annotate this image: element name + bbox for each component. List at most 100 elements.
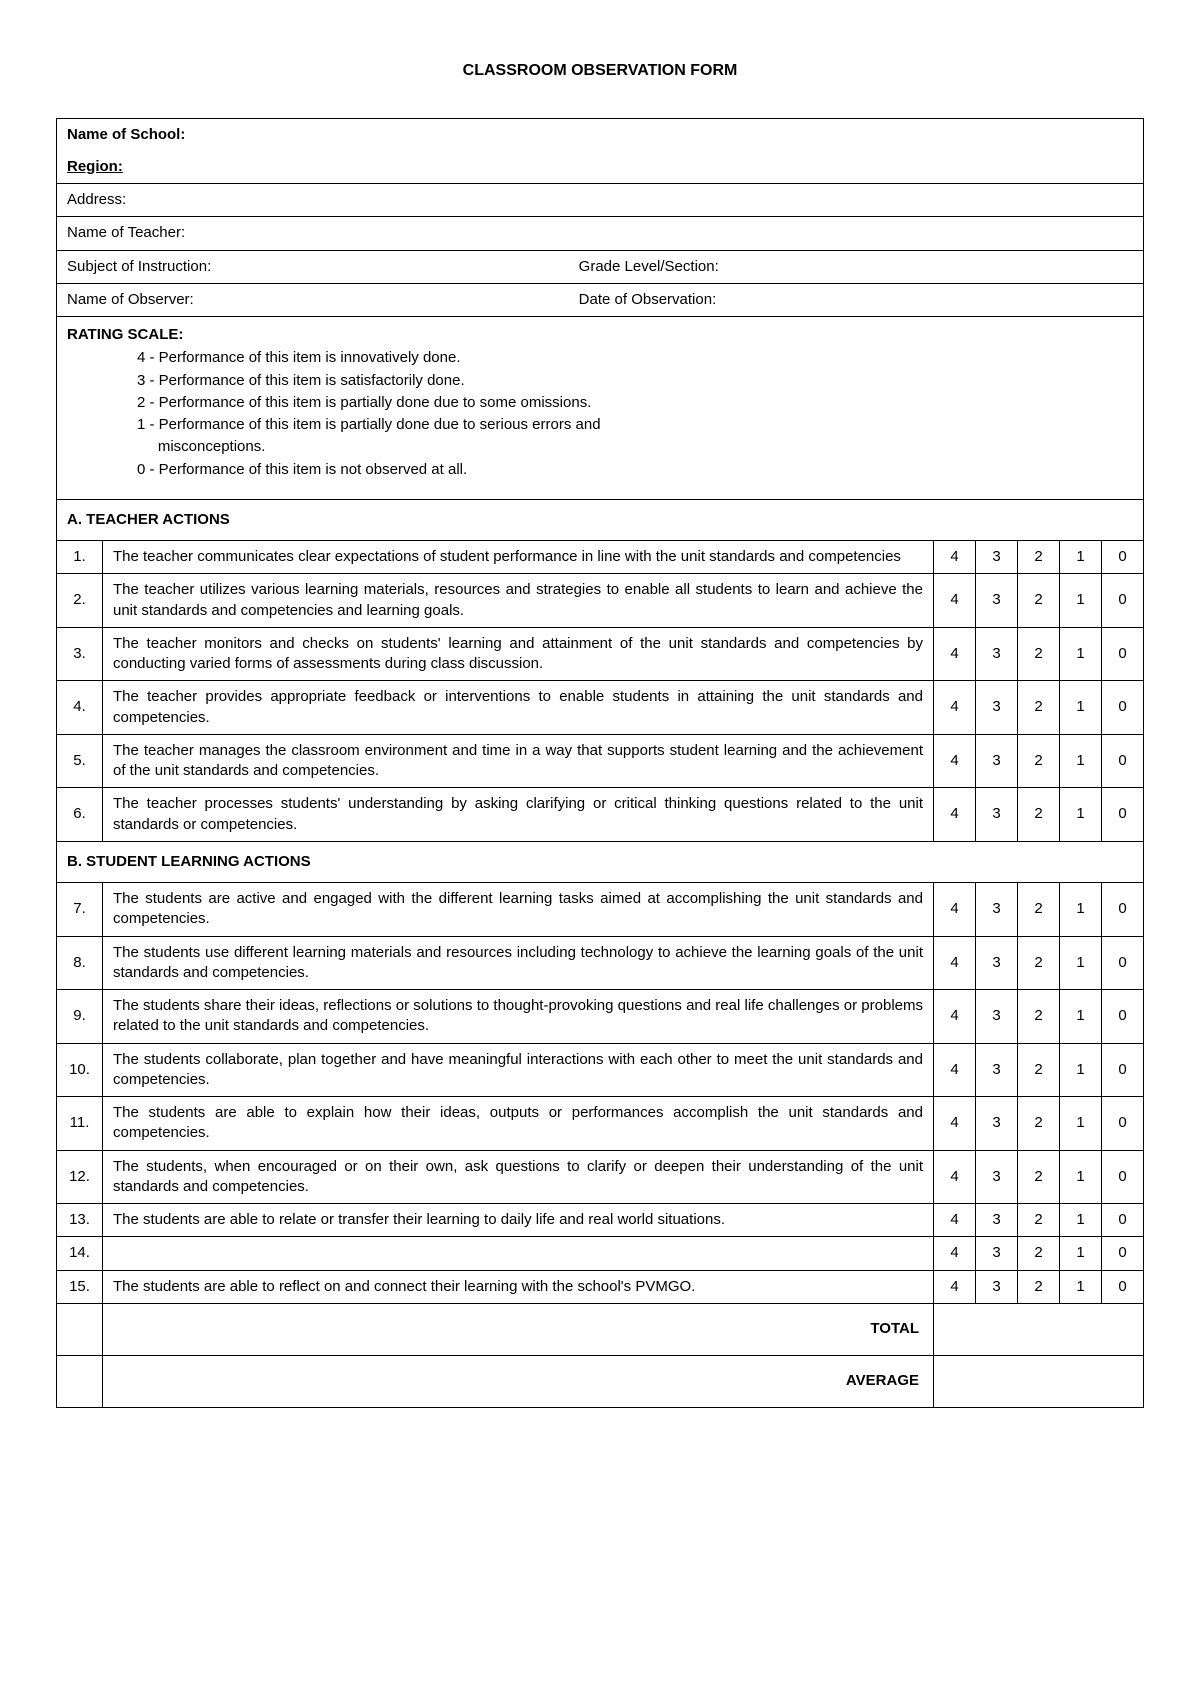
rating-cell[interactable]: 2 bbox=[1018, 734, 1060, 788]
rating-scale-block: RATING SCALE: 4 - Performance of this it… bbox=[57, 317, 1144, 500]
rating-cell[interactable]: 4 bbox=[934, 788, 976, 842]
rating-cell[interactable]: 4 bbox=[934, 541, 976, 574]
rating-scale-item: 4 - Performance of this item is innovati… bbox=[137, 347, 1133, 369]
rating-cell[interactable]: 1 bbox=[1060, 1150, 1102, 1204]
rating-cell[interactable]: 1 bbox=[1060, 1043, 1102, 1097]
rating-cell[interactable]: 4 bbox=[934, 627, 976, 681]
rating-cell[interactable]: 4 bbox=[934, 883, 976, 937]
rating-cell[interactable]: 1 bbox=[1060, 627, 1102, 681]
rating-cell[interactable]: 3 bbox=[976, 1270, 1018, 1303]
item-number: 12. bbox=[57, 1150, 103, 1204]
rating-cell[interactable]: 2 bbox=[1018, 1043, 1060, 1097]
observer-label: Name of Observer: bbox=[67, 290, 579, 310]
item-description: The students are active and engaged with… bbox=[103, 883, 934, 937]
rating-cell[interactable]: 4 bbox=[934, 990, 976, 1044]
rating-cell[interactable]: 1 bbox=[1060, 1270, 1102, 1303]
rating-cell[interactable]: 4 bbox=[934, 681, 976, 735]
rating-cell[interactable]: 3 bbox=[976, 681, 1018, 735]
rating-cell[interactable]: 4 bbox=[934, 1270, 976, 1303]
item-description: The students are able to reflect on and … bbox=[103, 1270, 934, 1303]
rating-cell[interactable]: 3 bbox=[976, 1097, 1018, 1151]
item-description: The students share their ideas, reflecti… bbox=[103, 990, 934, 1044]
rating-cell[interactable]: 0 bbox=[1102, 1097, 1144, 1151]
rating-cell[interactable]: 1 bbox=[1060, 936, 1102, 990]
rating-cell[interactable]: 3 bbox=[976, 1043, 1018, 1097]
rating-cell[interactable]: 3 bbox=[976, 541, 1018, 574]
rating-cell[interactable]: 2 bbox=[1018, 1270, 1060, 1303]
rating-cell[interactable]: 0 bbox=[1102, 1237, 1144, 1270]
rating-cell[interactable]: 0 bbox=[1102, 734, 1144, 788]
rating-cell[interactable]: 0 bbox=[1102, 1270, 1144, 1303]
rating-cell[interactable]: 1 bbox=[1060, 1237, 1102, 1270]
item-description: The teacher utilizes various learning ma… bbox=[103, 574, 934, 628]
rating-cell[interactable]: 2 bbox=[1018, 936, 1060, 990]
rating-cell[interactable]: 3 bbox=[976, 936, 1018, 990]
rating-cell[interactable]: 1 bbox=[1060, 734, 1102, 788]
item-number: 6. bbox=[57, 788, 103, 842]
item-description: The students are able to relate or trans… bbox=[103, 1204, 934, 1237]
total-value bbox=[934, 1303, 1144, 1355]
rating-cell[interactable]: 2 bbox=[1018, 1097, 1060, 1151]
rating-cell[interactable]: 2 bbox=[1018, 574, 1060, 628]
rating-cell[interactable]: 3 bbox=[976, 883, 1018, 937]
rating-scale-list: 4 - Performance of this item is innovati… bbox=[137, 347, 1133, 481]
rating-cell[interactable]: 3 bbox=[976, 1237, 1018, 1270]
rating-cell[interactable]: 1 bbox=[1060, 574, 1102, 628]
rating-cell[interactable]: 0 bbox=[1102, 788, 1144, 842]
rating-cell[interactable]: 2 bbox=[1018, 990, 1060, 1044]
rating-cell[interactable]: 0 bbox=[1102, 574, 1144, 628]
rating-cell[interactable]: 1 bbox=[1060, 681, 1102, 735]
rating-cell[interactable]: 0 bbox=[1102, 883, 1144, 937]
rating-cell[interactable]: 1 bbox=[1060, 1097, 1102, 1151]
rating-cell[interactable]: 0 bbox=[1102, 936, 1144, 990]
rating-cell[interactable]: 2 bbox=[1018, 1150, 1060, 1204]
item-description: The students collaborate, plan together … bbox=[103, 1043, 934, 1097]
rating-cell[interactable]: 1 bbox=[1060, 883, 1102, 937]
rating-cell[interactable]: 2 bbox=[1018, 788, 1060, 842]
item-number: 1. bbox=[57, 541, 103, 574]
rating-scale-item: 3 - Performance of this item is satisfac… bbox=[137, 370, 1133, 392]
rating-cell[interactable]: 1 bbox=[1060, 788, 1102, 842]
rating-cell[interactable]: 0 bbox=[1102, 1043, 1144, 1097]
rating-cell[interactable]: 2 bbox=[1018, 1237, 1060, 1270]
rating-cell[interactable]: 2 bbox=[1018, 627, 1060, 681]
rating-cell[interactable]: 1 bbox=[1060, 541, 1102, 574]
rating-cell[interactable]: 0 bbox=[1102, 1150, 1144, 1204]
item-number: 7. bbox=[57, 883, 103, 937]
item-description: The teacher communicates clear expectati… bbox=[103, 541, 934, 574]
rating-cell[interactable]: 3 bbox=[976, 788, 1018, 842]
rating-cell[interactable]: 2 bbox=[1018, 1204, 1060, 1237]
rating-cell[interactable]: 4 bbox=[934, 1150, 976, 1204]
rating-cell[interactable]: 3 bbox=[976, 1204, 1018, 1237]
rating-cell[interactable]: 0 bbox=[1102, 990, 1144, 1044]
rating-cell[interactable]: 2 bbox=[1018, 681, 1060, 735]
rating-cell[interactable]: 0 bbox=[1102, 681, 1144, 735]
rating-cell[interactable]: 4 bbox=[934, 1043, 976, 1097]
item-description: The students are able to explain how the… bbox=[103, 1097, 934, 1151]
rating-cell[interactable]: 2 bbox=[1018, 541, 1060, 574]
address-label: Address: bbox=[57, 184, 1144, 217]
rating-cell[interactable]: 3 bbox=[976, 1150, 1018, 1204]
rating-scale-item: misconceptions. bbox=[137, 436, 1133, 458]
rating-cell[interactable]: 3 bbox=[976, 574, 1018, 628]
rating-cell[interactable]: 4 bbox=[934, 1237, 976, 1270]
rating-cell[interactable]: 2 bbox=[1018, 883, 1060, 937]
form-title: CLASSROOM OBSERVATION FORM bbox=[56, 60, 1144, 82]
observation-form-table: Name of School: Region: Address: Name of… bbox=[56, 118, 1144, 1408]
rating-cell[interactable]: 3 bbox=[976, 990, 1018, 1044]
region-label: Region: bbox=[67, 158, 123, 175]
rating-cell[interactable]: 0 bbox=[1102, 627, 1144, 681]
rating-cell[interactable]: 0 bbox=[1102, 541, 1144, 574]
rating-cell[interactable]: 3 bbox=[976, 734, 1018, 788]
rating-cell[interactable]: 1 bbox=[1060, 1204, 1102, 1237]
rating-cell[interactable]: 4 bbox=[934, 734, 976, 788]
rating-cell[interactable]: 4 bbox=[934, 1204, 976, 1237]
item-number: 15. bbox=[57, 1270, 103, 1303]
rating-cell[interactable]: 3 bbox=[976, 627, 1018, 681]
rating-cell[interactable]: 0 bbox=[1102, 1204, 1144, 1237]
rating-cell[interactable]: 1 bbox=[1060, 990, 1102, 1044]
rating-cell[interactable]: 4 bbox=[934, 574, 976, 628]
rating-cell[interactable]: 4 bbox=[934, 936, 976, 990]
item-number: 11. bbox=[57, 1097, 103, 1151]
rating-cell[interactable]: 4 bbox=[934, 1097, 976, 1151]
